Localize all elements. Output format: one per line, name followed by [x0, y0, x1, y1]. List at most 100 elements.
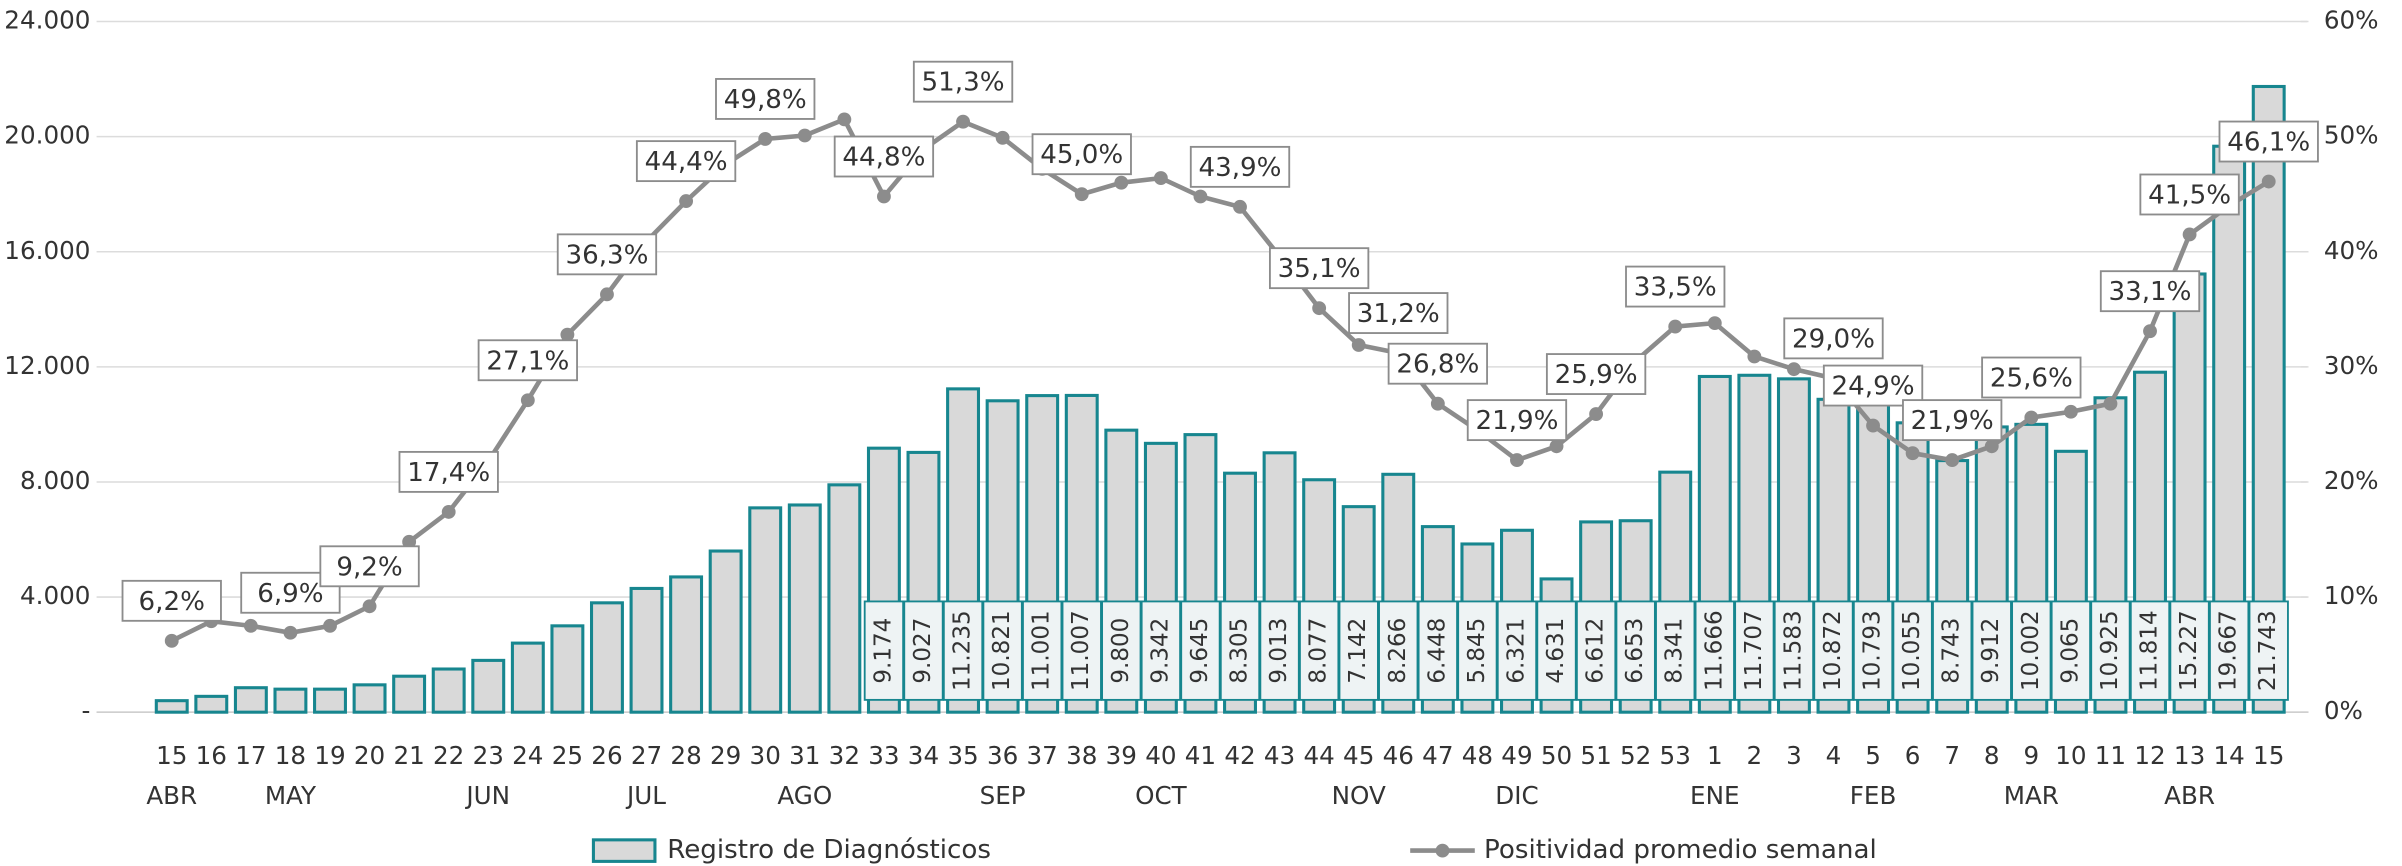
bar-label-box [1852, 600, 1894, 701]
x-tick-label: 40 [1145, 741, 1176, 770]
y-tick-label: 8.000 [20, 466, 90, 495]
line-marker [956, 114, 970, 129]
line-value-label: 9,2% [336, 552, 402, 582]
line-marker [1430, 396, 1445, 411]
bar-label-box [982, 600, 1023, 701]
x-tick-label: 47 [1422, 741, 1453, 770]
bar-label-box [1338, 600, 1379, 701]
line-label-box [715, 78, 816, 120]
line-marker [1193, 189, 1208, 204]
bar-label-box [1694, 600, 1735, 701]
line-marker [520, 393, 535, 408]
bar-label-box [863, 600, 905, 701]
bar-value-label: 8.341 [1662, 618, 1688, 684]
bar-value-label: 8.305 [1227, 618, 1253, 684]
line-marker [1074, 187, 1089, 202]
bar-value-label: 10.821 [989, 610, 1015, 691]
x-tick-label: 6 [1905, 741, 1921, 770]
bar-value-label: 9.174 [870, 618, 896, 684]
x-tick-label: 11 [2095, 741, 2126, 770]
bar-value-label: 11.007 [1068, 610, 1094, 691]
bar-value-label: 8.266 [1385, 618, 1411, 684]
y-tick-label: 24.000 [4, 6, 90, 35]
y2-tick-label: 50% [2324, 121, 2379, 150]
line-value-label: 45,0% [1040, 140, 1123, 170]
bar-label-box [903, 600, 944, 701]
line-marker [243, 618, 258, 633]
line-value-label: 29,0% [1792, 324, 1875, 354]
x-tick-label: 27 [631, 741, 662, 770]
line-label-box [1981, 356, 2082, 399]
x-tick-label: 7 [1944, 741, 1960, 770]
x-tick-label: 53 [1660, 741, 1691, 770]
month-label: SEP [980, 781, 1026, 810]
bar [273, 687, 308, 714]
line-marker [876, 189, 891, 204]
line-label-box [477, 339, 578, 382]
x-tick-label: 28 [670, 741, 701, 770]
x-tick-label: 15 [156, 741, 187, 770]
bar-value-label: 9.027 [910, 618, 936, 684]
line-marker [1787, 362, 1801, 377]
x-tick-label: 32 [829, 741, 860, 770]
bar-value-label: 6.612 [1583, 618, 1609, 684]
line-label-box [1902, 399, 2003, 442]
bar-value-label: 6.448 [1424, 618, 1450, 684]
bar-value-label: 9.800 [1108, 618, 1134, 684]
line-label-box [2099, 270, 2201, 313]
bar-label-box [1615, 600, 1656, 701]
x-tick-label: 23 [473, 741, 504, 770]
y-tick-label: 20.000 [4, 121, 90, 150]
line-marker [1153, 171, 1168, 186]
month-label: ABR [2164, 781, 2215, 810]
bar-value-label: 10.872 [1820, 610, 1846, 691]
bar-label-box [1219, 600, 1261, 701]
bar-value-label: 4.631 [1543, 618, 1569, 684]
line-value-label: 41,5% [2148, 181, 2231, 211]
bar-value-label: 7.142 [1345, 618, 1371, 684]
bar [352, 683, 387, 714]
bar-value-label: 10.055 [1899, 610, 1925, 691]
x-tick-label: 35 [947, 741, 978, 770]
bar [787, 503, 822, 714]
line-label-box [1031, 133, 1132, 176]
x-tick-label: 51 [1580, 741, 1611, 770]
bar-label-box [1140, 600, 1182, 701]
bar-value-label: 21.743 [2255, 610, 2281, 691]
line-marker [797, 128, 812, 143]
bar [194, 694, 229, 714]
bar-value-label: 9.065 [2057, 618, 2083, 684]
x-tick-label: 19 [314, 741, 345, 770]
y-tick-label: 4.000 [20, 581, 90, 610]
bar-value-label: 15.227 [2176, 610, 2202, 691]
x-tick-label: 36 [987, 741, 1018, 770]
bar-label-box [2011, 600, 2052, 701]
y2-tick-label: 60% [2324, 6, 2379, 35]
x-tick-label: 2 [1747, 741, 1763, 770]
y-tick-label: 16.000 [4, 236, 90, 265]
line-marker [1114, 175, 1129, 190]
bar-value-label: 6.653 [1622, 618, 1648, 684]
x-tick-label: 48 [1462, 741, 1493, 770]
bar-label-box [1971, 600, 2012, 701]
bar [550, 624, 585, 714]
legend-marker [1435, 843, 1450, 858]
x-tick-label: 14 [2213, 741, 2244, 770]
month-label: MAR [2004, 781, 2059, 810]
line-marker [679, 194, 694, 209]
x-tick-label: 21 [393, 741, 424, 770]
bar-label-box [1022, 600, 1063, 701]
bar-value-label: 11.814 [2137, 610, 2163, 691]
line-label-box [1348, 292, 1449, 334]
x-tick-label: 13 [2174, 741, 2205, 770]
month-label: NOV [1332, 781, 1386, 810]
line-label-box [1783, 317, 1884, 360]
legend-label: Registro de Diagnósticos [667, 835, 991, 865]
bar-label-box [1892, 600, 1933, 701]
bar-label-box [1101, 600, 1142, 701]
x-tick-label: 16 [196, 741, 227, 770]
line-marker [600, 287, 614, 302]
line-value-label: 33,5% [1634, 273, 1717, 303]
x-tick-label: 31 [789, 741, 820, 770]
x-tick-label: 29 [710, 741, 741, 770]
